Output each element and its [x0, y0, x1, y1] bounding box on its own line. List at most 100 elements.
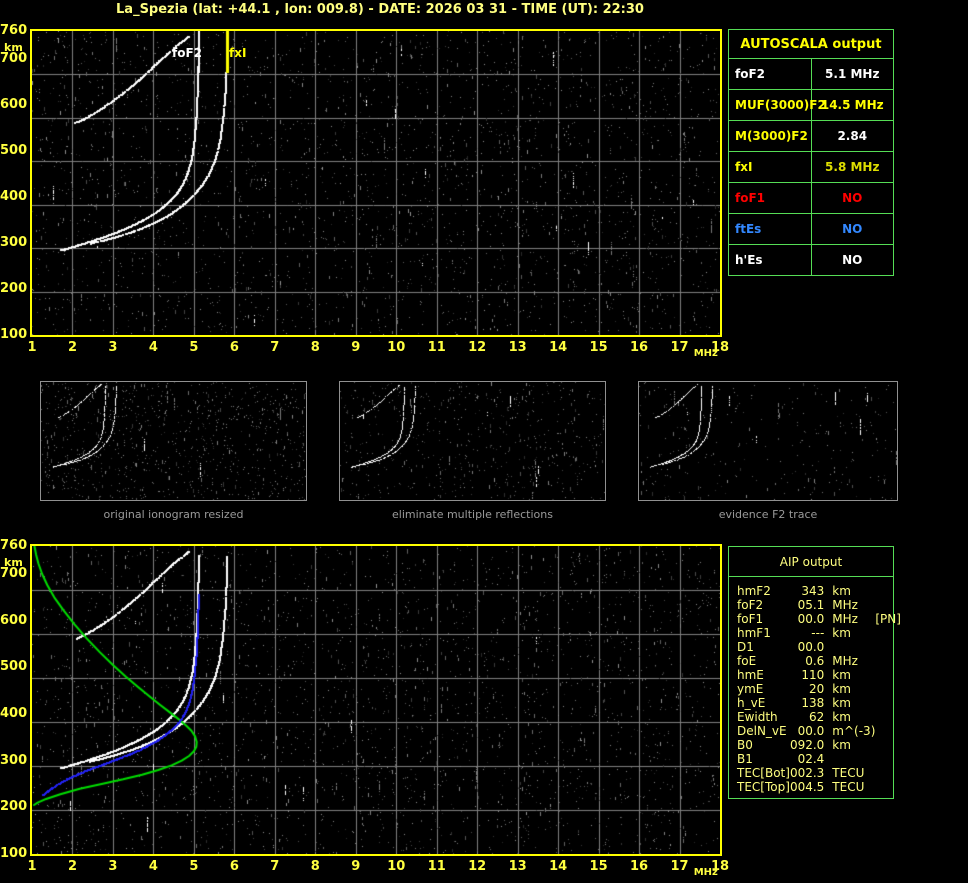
- autoscala-output-table: AUTOSCALA output foF2 5.1 MHz MUF(3000)F2 14…: [728, 29, 894, 276]
- ionogram-main-canvas: [32, 31, 720, 335]
- x-axis-tick: 9: [351, 859, 361, 874]
- y-axis-unit-label: km: [4, 41, 23, 54]
- aip-value-hme: 110: [801, 668, 825, 682]
- x-axis-tick: 12: [468, 340, 487, 355]
- autoscala-row: ftEs NO: [728, 213, 894, 245]
- aip-note-b1: [875, 752, 901, 766]
- aip-param-hve: h_vE: [737, 696, 766, 710]
- aip-note-fof1: [PN]: [875, 612, 901, 626]
- aip-unit-tectop: TECU: [832, 780, 865, 794]
- aip-unit-hme: km: [832, 668, 851, 682]
- autoscala-value-fof1: NO: [810, 182, 894, 214]
- thumbnail-evidence-f2-trace[interactable]: [638, 381, 898, 501]
- aip-param-delnve: DelN_vE: [737, 724, 787, 738]
- x-axis-tick: 11: [427, 859, 446, 874]
- aip-unit-ewidth: km: [832, 710, 851, 724]
- x-axis-tick: 3: [108, 859, 118, 874]
- x-axis-unit-label: MHz: [693, 867, 718, 878]
- aip-note-yme: [875, 682, 901, 696]
- aip-param-ewidth: Ewidth: [737, 710, 778, 724]
- aip-unit-d1: [832, 640, 875, 654]
- aip-param-tectop: TEC[Top]: [737, 780, 790, 794]
- y-axis-tick: 760: [0, 23, 28, 38]
- ionogram-main-plot[interactable]: [30, 29, 722, 337]
- thumbnail-caption-2: evidence F2 trace: [718, 508, 818, 521]
- x-axis-tick: 10: [387, 340, 406, 355]
- x-axis-tick: 12: [468, 859, 487, 874]
- aip-row: h_vE 138 km: [737, 696, 901, 710]
- aip-row: foF2 05.1 MHz: [737, 598, 901, 612]
- y-axis-tick: 600: [0, 612, 28, 628]
- autoscala-param-muf3000f2: MUF(3000)F2: [728, 89, 826, 121]
- autoscala-row: fxI 5.8 MHz: [728, 151, 894, 183]
- ionogram-profile-plot[interactable]: [30, 544, 722, 856]
- autoscala-param-m3000f2: M(3000)F2: [728, 120, 812, 152]
- x-axis-tick: 14: [549, 340, 568, 355]
- x-axis-tick: 3: [108, 340, 118, 355]
- aip-unit-yme: km: [832, 682, 851, 696]
- x-axis-tick: 13: [508, 340, 527, 355]
- aip-param-hmf1: hmF1: [737, 626, 771, 640]
- autoscala-value-muf3000f2: 14.5 MHz: [810, 89, 894, 121]
- aip-row: TEC[Bot] 002.3 TECU: [737, 766, 901, 780]
- aip-row: D1 00.0: [737, 640, 901, 654]
- aip-note-fof2: [875, 598, 901, 612]
- aip-output-rows: hmF2 343 km foF2 05.1 MHz foF1 00.0 MHz [PN] hmF1 -…: [737, 584, 901, 794]
- marker-label-fxi: fxI: [229, 46, 247, 60]
- x-axis-tick: 8: [310, 340, 320, 355]
- aip-param-tecbot: TEC[Bot]: [737, 766, 790, 780]
- aip-unit-tecbot: TECU: [832, 766, 865, 780]
- y-axis-unit-label: km: [4, 556, 23, 569]
- autoscala-value-m3000f2: 2.84: [810, 120, 894, 152]
- autoscala-value-hes: NO: [810, 244, 894, 276]
- aip-unit-b1: [832, 752, 875, 766]
- x-axis-tick: 18: [710, 340, 730, 355]
- aip-param-foe: foE: [737, 654, 757, 668]
- aip-unit-foe: MHz: [832, 654, 858, 668]
- x-axis-tick: 17: [670, 859, 689, 874]
- autoscala-param-fof1: foF1: [728, 182, 812, 214]
- thumbnail-original-canvas: [41, 382, 306, 500]
- aip-param-yme: ymE: [737, 682, 764, 696]
- y-axis-tick: 500: [0, 142, 28, 158]
- aip-param-fof2: foF2: [737, 598, 764, 612]
- aip-row: hmF1 --- km: [737, 626, 901, 640]
- aip-unit-hve: km: [832, 696, 851, 710]
- y-axis-tick: 200: [0, 799, 28, 815]
- x-axis-tick: 6: [229, 859, 239, 874]
- aip-unit-hmf2: km: [832, 584, 851, 598]
- thumbnail-original-ionogram[interactable]: [40, 381, 307, 501]
- aip-note-delnve: [875, 724, 901, 738]
- x-axis-tick: 5: [189, 340, 199, 355]
- thumbnail-caption-0: original ionogram resized: [103, 508, 244, 521]
- x-axis-tick: 16: [630, 340, 649, 355]
- thumbnail-evidence-canvas: [639, 382, 897, 500]
- y-axis-tick: 200: [0, 280, 28, 296]
- aip-row: foF1 00.0 MHz [PN]: [737, 612, 901, 626]
- autoscala-row: foF2 5.1 MHz: [728, 58, 894, 90]
- aip-value-fof1: 00.0: [797, 612, 825, 626]
- autoscala-param-ftes: ftEs: [728, 213, 812, 245]
- autoscala-value-fxi: 5.8 MHz: [810, 151, 894, 183]
- x-axis-tick: 2: [67, 859, 77, 874]
- page-title: La_Spezia (lat: +44.1 , lon: 009.8) - DA…: [116, 2, 644, 17]
- marker-label-fof2: foF2: [172, 46, 203, 60]
- y-axis-tick: 100: [0, 327, 28, 342]
- aip-param-d1: D1: [737, 640, 754, 654]
- x-axis-tick: 1: [27, 859, 37, 874]
- autoscala-row: M(3000)F2 2.84: [728, 120, 894, 152]
- aip-param-hme: hmE: [737, 668, 764, 682]
- y-axis-tick: 500: [0, 659, 28, 675]
- aip-row: TEC[Top] 004.5 TECU: [737, 780, 901, 794]
- aip-unit-b0: km: [832, 738, 851, 752]
- aip-value-yme: 20: [809, 682, 825, 696]
- x-axis-tick: 18: [710, 859, 730, 874]
- thumbnail-eliminate-multiple-reflections[interactable]: [339, 381, 606, 501]
- y-axis-tick: 700: [0, 566, 28, 581]
- x-axis-tick: 1: [27, 340, 37, 355]
- autoscala-header-row: AUTOSCALA output: [728, 29, 894, 59]
- autoscala-value-ftes: NO: [810, 213, 894, 245]
- thumbnail-caption-1: eliminate multiple reflections: [392, 508, 553, 521]
- autoscala-row: foF1 NO: [728, 182, 894, 214]
- y-axis-tick: 400: [0, 706, 28, 721]
